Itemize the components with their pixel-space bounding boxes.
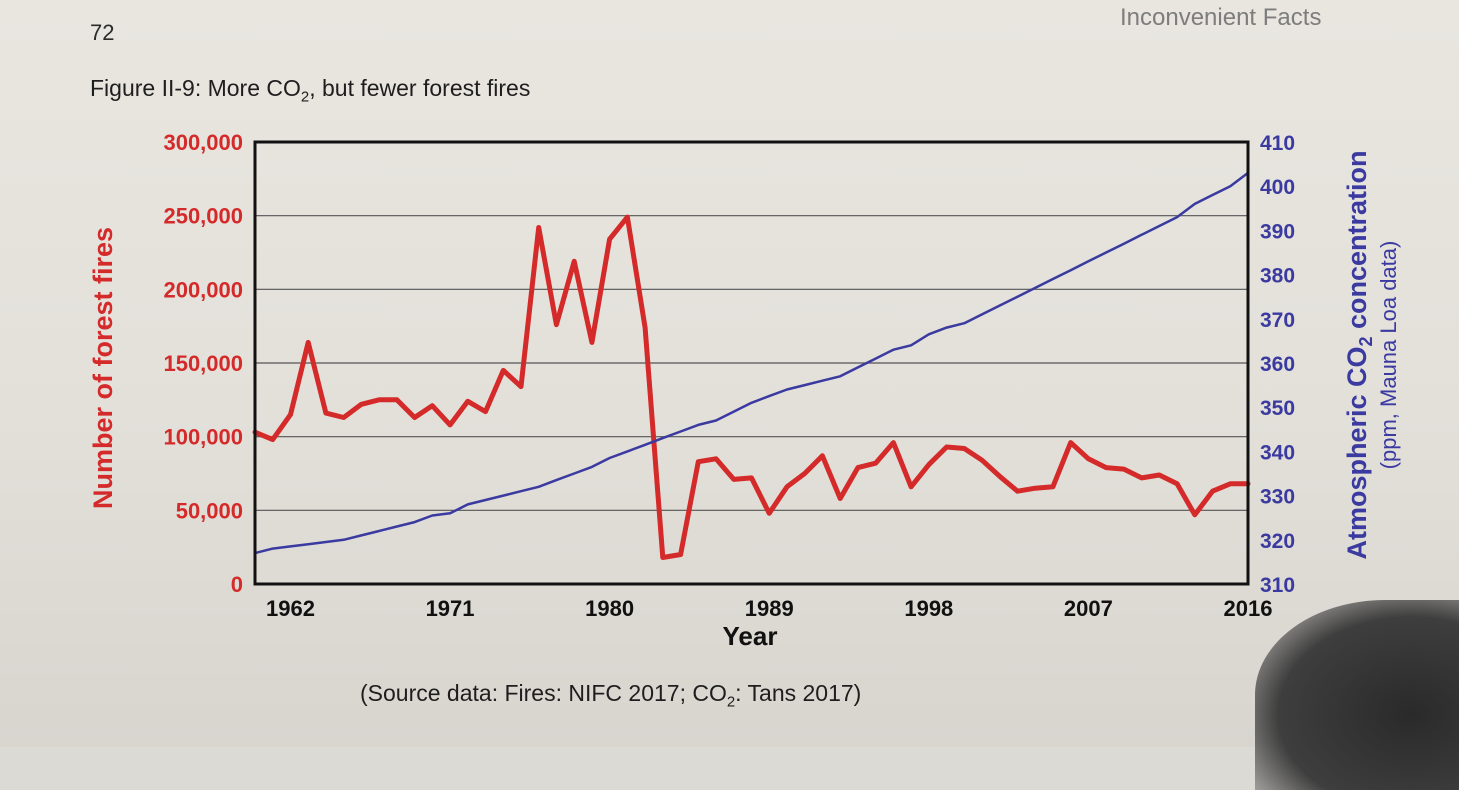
right-tick-label: 400: [1260, 176, 1295, 199]
x-axis-label: Year: [723, 621, 778, 651]
figure-title-post: , but fewer forest fires: [309, 75, 531, 101]
series-layer: [252, 171, 1251, 560]
right-tick-label: 320: [1260, 530, 1295, 553]
running-head: Inconvenient Facts: [1120, 4, 1322, 31]
right-axis-sublabel: (ppm, Mauna Loa data): [1376, 241, 1401, 470]
x-tick-label: 1998: [904, 596, 953, 621]
right-tick-label: 360: [1260, 353, 1295, 376]
x-tick-label: 1989: [745, 596, 794, 621]
left-tick-label: 100,000: [163, 425, 243, 450]
right-axis-label-tail: concentration: [1342, 150, 1372, 336]
left-tick-label: 300,000: [163, 130, 243, 155]
page-number: 72: [90, 20, 115, 45]
right-tick-label: 380: [1260, 265, 1295, 288]
right-axis-label-sub: 2: [1356, 336, 1376, 346]
left-tick-label: 200,000: [163, 277, 243, 302]
x-tick-label: 2007: [1064, 596, 1113, 621]
co2-series-line: [253, 171, 1250, 555]
right-tick-label: 370: [1260, 309, 1295, 332]
right-tick-label: 330: [1260, 486, 1295, 509]
x-tick-label: 1962: [266, 596, 315, 621]
source-note-pre: (Source data: Fires: NIFC 2017; CO: [360, 680, 727, 706]
x-tick-label: 1980: [585, 596, 634, 621]
dual-axis-line-chart: 0 50,000 100,000 150,000 200,000 250,000 300,0…: [88, 130, 1401, 651]
right-tick-label: 410: [1260, 132, 1295, 155]
fires-series-line: [252, 214, 1251, 560]
source-note: (Source data: Fires: NIFC 2017; CO2: Tan…: [360, 680, 861, 711]
figure-title: Figure II-9: More CO2, but fewer forest …: [90, 75, 530, 106]
x-tick-label: 1971: [426, 596, 475, 621]
right-tick-label: 390: [1260, 220, 1295, 243]
figure-title-pre: Figure II-9: More CO: [90, 75, 301, 101]
right-tick-label: 350: [1260, 397, 1295, 420]
right-axis-label-main: Atmospheric CO: [1342, 347, 1372, 560]
source-note-post: : Tans 2017): [735, 680, 862, 706]
x-axis-ticks: 1962 1971 1980 1989 1998 2007 2016: [266, 596, 1272, 621]
left-axis-label: Number of forest fires: [88, 227, 118, 509]
right-axis-ticks: 310 320 330 340 350 360 370 380 390 400 410: [1260, 132, 1295, 597]
right-tick-label: 310: [1260, 574, 1295, 597]
right-axis-label: Atmospheric CO2 concentration: [1342, 150, 1376, 559]
figure-title-sub: 2: [300, 88, 310, 106]
left-tick-label: 0: [231, 572, 243, 597]
gridlines: [255, 215, 1248, 511]
source-note-sub: 2: [726, 693, 736, 711]
left-tick-label: 50,000: [176, 498, 243, 523]
x-tick-label: 2016: [1224, 596, 1273, 621]
right-tick-label: 340: [1260, 441, 1295, 464]
plot-frame: [253, 140, 1250, 586]
left-axis-ticks: 0 50,000 100,000 150,000 200,000 250,000 300,0…: [163, 130, 243, 597]
left-tick-label: 150,000: [163, 351, 243, 376]
left-tick-label: 250,000: [163, 204, 243, 229]
